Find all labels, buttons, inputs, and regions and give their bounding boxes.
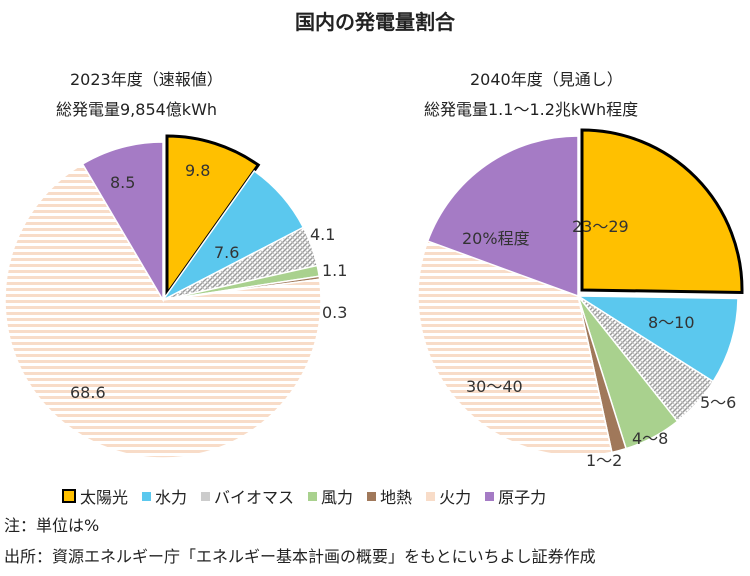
legend-swatch [426, 491, 436, 501]
right-pie-subtitle: 総発電量1.1～1.2兆kWh程度 [424, 100, 639, 119]
left-pie-subtitle: 総発電量9,854億kWh [56, 100, 218, 119]
pie-slice-2023-6 [81, 141, 164, 303]
legend-label: 原子力 [498, 488, 547, 507]
data-label-2023-0: 9.8 [185, 161, 210, 180]
legend-swatch [308, 491, 318, 501]
data-label-2023-6: 8.5 [110, 173, 135, 192]
pie-slice-2023-5 [4, 162, 322, 459]
legend-label: 太陽光 [80, 488, 129, 507]
legend-item: 火力 [426, 484, 471, 508]
pie-slice-2023-0 [165, 134, 261, 299]
left-pie-title: 2023年度（速報値） [70, 70, 223, 89]
data-label-2023-3: 1.1 [322, 261, 347, 280]
data-label-2023-5: 68.6 [70, 383, 106, 402]
pie-slice-2040-1 [575, 295, 739, 383]
pie-slice-2040-6 [426, 135, 579, 298]
legend-item: バイオマス [201, 484, 294, 508]
legend-item: 太陽光 [62, 484, 128, 508]
pie-slice-2040-0 [580, 128, 744, 294]
right-pie-title: 2040年度（見通し） [470, 70, 623, 89]
data-label-2040-3: 4～8 [632, 429, 668, 448]
data-label-2023-2: 4.1 [310, 225, 335, 244]
data-label-2040-5: 30～40 [466, 377, 523, 396]
data-label-2023-4: 0.3 [322, 303, 347, 322]
legend-label: バイオマス [214, 488, 295, 507]
note: 注：単位は% [4, 516, 100, 535]
pie-slice-2040-5 [417, 240, 613, 457]
source: 出所：資源エネルギー庁「エネルギー基本計画の概要」をもとにいちよし証券作成 [4, 547, 596, 566]
data-label-2023-1: 7.6 [214, 243, 239, 262]
data-label-2040-1: 8～10 [648, 313, 695, 332]
legend-label: 地熱 [380, 488, 413, 507]
legend-swatch [201, 491, 211, 501]
legend-label: 水力 [155, 488, 188, 507]
data-label-2040-0: 23～29 [572, 217, 629, 236]
legend-item: 水力 [142, 484, 187, 508]
legend-swatch [142, 491, 152, 501]
legend-item: 原子力 [485, 484, 546, 508]
chart-title: 国内の発電量割合 [295, 10, 455, 34]
legend-label: 火力 [439, 488, 472, 507]
data-label-2040-6: 20%程度 [462, 229, 530, 248]
legend-swatch [485, 491, 495, 501]
legend-item: 地熱 [367, 484, 412, 508]
legend: 太陽光 水力 バイオマス 風力 地熱 火力 原子力 [62, 484, 546, 508]
legend-label: 風力 [321, 488, 354, 507]
legend-swatch [62, 489, 76, 503]
legend-swatch [367, 491, 377, 501]
pie-charts: 9.8 7.6 4.1 1.1 0.3 68.6 8.5 23～29 8～10 5～6 4～8 1～2… [4, 128, 744, 470]
legend-item: 風力 [308, 484, 353, 508]
data-label-2040-2: 5～6 [700, 393, 736, 412]
data-label-2040-4: 1～2 [586, 451, 622, 470]
